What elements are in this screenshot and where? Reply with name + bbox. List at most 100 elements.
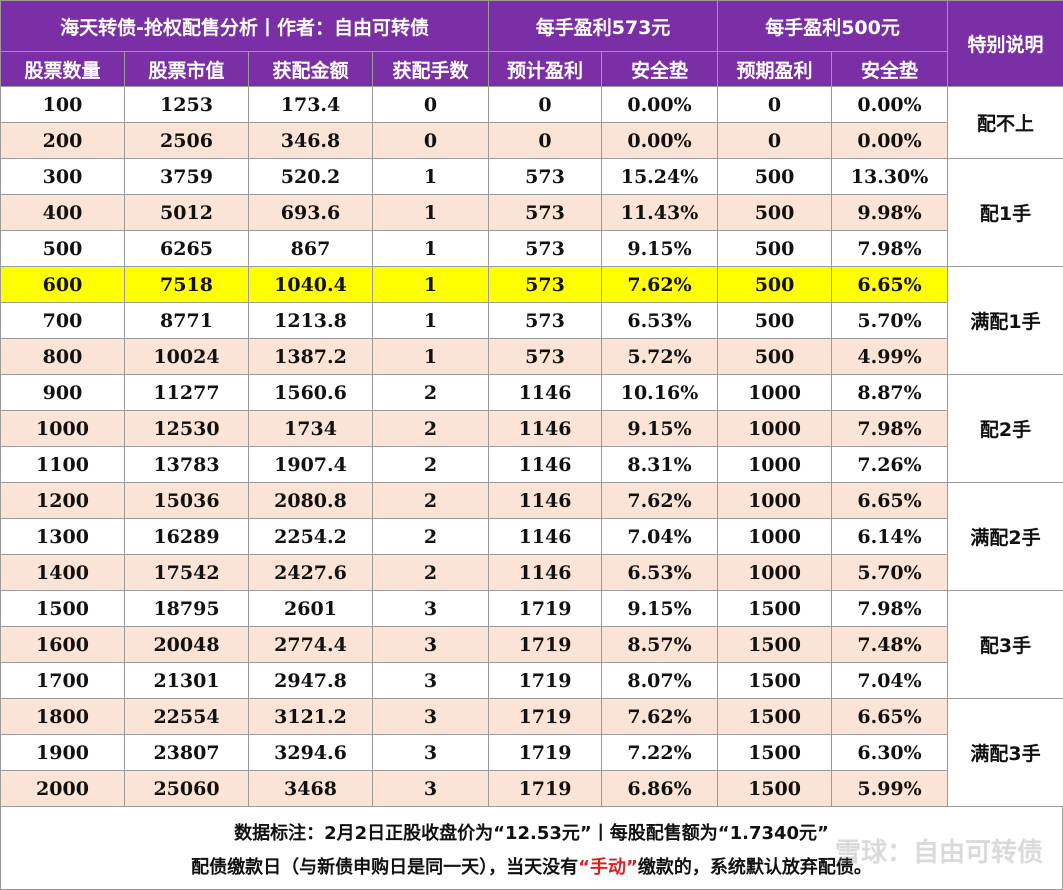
cell-allot-amount: 1213.8 (248, 302, 373, 339)
cell-expected-profit: 1146 (488, 482, 603, 519)
cell-market-value: 21301 (124, 662, 249, 699)
special-note-cell: 满配2手 (947, 482, 1063, 591)
cell-expected-profit: 573 (488, 266, 603, 303)
cell-safety-margin-500: 7.98% (831, 230, 949, 267)
cell-safety-margin-500: 6.65% (831, 482, 949, 519)
cell-allot-lots: 1 (371, 302, 490, 339)
cell-allot-amount: 1734 (248, 410, 373, 447)
cell-allot-lots: 1 (371, 338, 490, 375)
cell-expected-profit-500: 1000 (717, 518, 833, 555)
cell-safety-margin-573: 11.43% (601, 194, 719, 231)
footnote-line-2: 配债缴款日（与新债申购日是同一天），当天没有“手动”缴款的，系统默认放弃配债。 (1, 853, 1062, 879)
table-row: 1000 12530 1734 2 1146 9.15% 1000 7.98% (0, 410, 1063, 447)
special-note-cell: 配不上 (947, 86, 1063, 159)
table-row: 1700 21301 2947.8 3 1719 8.07% 1500 7.04% (0, 662, 1063, 699)
cell-market-value: 15036 (124, 482, 249, 519)
cell-allot-amount: 867 (248, 230, 373, 267)
cell-expected-profit-500: 1000 (717, 482, 833, 519)
col-header-expected-profit: 预计盈利 (488, 51, 603, 87)
cell-shares: 1600 (0, 626, 125, 663)
cell-expected-profit-500: 1500 (717, 590, 833, 627)
cell-expected-profit: 573 (488, 230, 603, 267)
cell-market-value: 17542 (124, 554, 249, 591)
cell-expected-profit: 0 (488, 86, 603, 123)
cell-allot-lots: 2 (371, 518, 490, 555)
cell-expected-profit: 0 (488, 122, 603, 159)
group-header-500: 每手盈利500元 (717, 0, 949, 52)
cell-shares: 1200 (0, 482, 125, 519)
cell-allot-amount: 1387.2 (248, 338, 373, 375)
cell-allot-amount: 2080.8 (248, 482, 373, 519)
cell-safety-margin-500: 4.99% (831, 338, 949, 375)
table-row: 1900 23807 3294.6 3 1719 7.22% 1500 6.30% (0, 734, 1063, 771)
cell-allot-lots: 2 (371, 554, 490, 591)
cell-shares: 1400 (0, 554, 125, 591)
cell-safety-margin-573: 15.24% (601, 158, 719, 195)
cell-safety-margin-500: 7.98% (831, 410, 949, 447)
cell-expected-profit: 1719 (488, 662, 603, 699)
cell-expected-profit: 1719 (488, 770, 603, 807)
cell-expected-profit-500: 0 (717, 122, 833, 159)
table-row: 200 2506 346.8 0 0 0.00% 0 0.00% (0, 122, 1063, 159)
cell-expected-profit-500: 1500 (717, 698, 833, 735)
cell-shares: 400 (0, 194, 125, 231)
cell-expected-profit-500: 1000 (717, 410, 833, 447)
cell-expected-profit: 1719 (488, 626, 603, 663)
cell-safety-margin-500: 7.98% (831, 590, 949, 627)
cell-market-value: 11277 (124, 374, 249, 411)
cell-shares: 1700 (0, 662, 125, 699)
sheet-title: 海天转债-抢权配售分析丨作者：自由可转债 (0, 0, 490, 52)
cell-shares: 600 (0, 266, 125, 303)
cell-allot-lots: 2 (371, 374, 490, 411)
cell-safety-margin-500: 6.30% (831, 734, 949, 771)
cell-expected-profit: 1146 (488, 554, 603, 591)
cell-shares: 1500 (0, 590, 125, 627)
cell-safety-margin-573: 6.86% (601, 770, 719, 807)
cell-safety-margin-573: 7.62% (601, 698, 719, 735)
cell-safety-margin-573: 6.53% (601, 302, 719, 339)
cell-shares: 2000 (0, 770, 125, 807)
cell-expected-profit-500: 0 (717, 86, 833, 123)
col-header-shares: 股票数量 (0, 51, 125, 87)
cell-shares: 1300 (0, 518, 125, 555)
cell-shares: 1800 (0, 698, 125, 735)
cell-expected-profit-500: 500 (717, 158, 833, 195)
table-row: 1300 16289 2254.2 2 1146 7.04% 1000 6.14% (0, 518, 1063, 555)
cell-market-value: 2506 (124, 122, 249, 159)
cell-allot-amount: 2947.8 (248, 662, 373, 699)
cell-shares: 500 (0, 230, 125, 267)
cell-expected-profit-500: 1500 (717, 626, 833, 663)
cell-expected-profit-500: 1500 (717, 770, 833, 807)
cell-safety-margin-573: 10.16% (601, 374, 719, 411)
cell-market-value: 3759 (124, 158, 249, 195)
cell-market-value: 13783 (124, 446, 249, 483)
cell-safety-margin-500: 8.87% (831, 374, 949, 411)
cell-safety-margin-573: 7.22% (601, 734, 719, 771)
cell-expected-profit-500: 500 (717, 194, 833, 231)
table-body: 100 1253 173.4 0 0 0.00% 0 0.00% 配不上 200 2506 346.8… (0, 86, 1063, 807)
special-note-cell: 配1手 (947, 158, 1063, 267)
cell-expected-profit: 1719 (488, 734, 603, 771)
cell-expected-profit-500: 1000 (717, 446, 833, 483)
col-header-allot-lots: 获配手数 (371, 51, 490, 87)
cell-shares: 1100 (0, 446, 125, 483)
cell-safety-margin-573: 8.31% (601, 446, 719, 483)
cell-expected-profit-500: 1500 (717, 734, 833, 771)
cell-expected-profit-500: 500 (717, 338, 833, 375)
cell-allot-amount: 3294.6 (248, 734, 373, 771)
cell-expected-profit: 573 (488, 158, 603, 195)
cell-shares: 100 (0, 86, 125, 123)
cell-allot-amount: 2254.2 (248, 518, 373, 555)
cell-market-value: 23807 (124, 734, 249, 771)
cell-safety-margin-500: 0.00% (831, 122, 949, 159)
cell-shares: 900 (0, 374, 125, 411)
special-note-cell: 配3手 (947, 590, 1063, 699)
cell-allot-lots: 3 (371, 734, 490, 771)
cell-allot-amount: 173.4 (248, 86, 373, 123)
cell-expected-profit: 573 (488, 194, 603, 231)
cell-allot-lots: 1 (371, 230, 490, 267)
cell-safety-margin-573: 0.00% (601, 122, 719, 159)
cell-safety-margin-500: 0.00% (831, 86, 949, 123)
cell-shares: 700 (0, 302, 125, 339)
